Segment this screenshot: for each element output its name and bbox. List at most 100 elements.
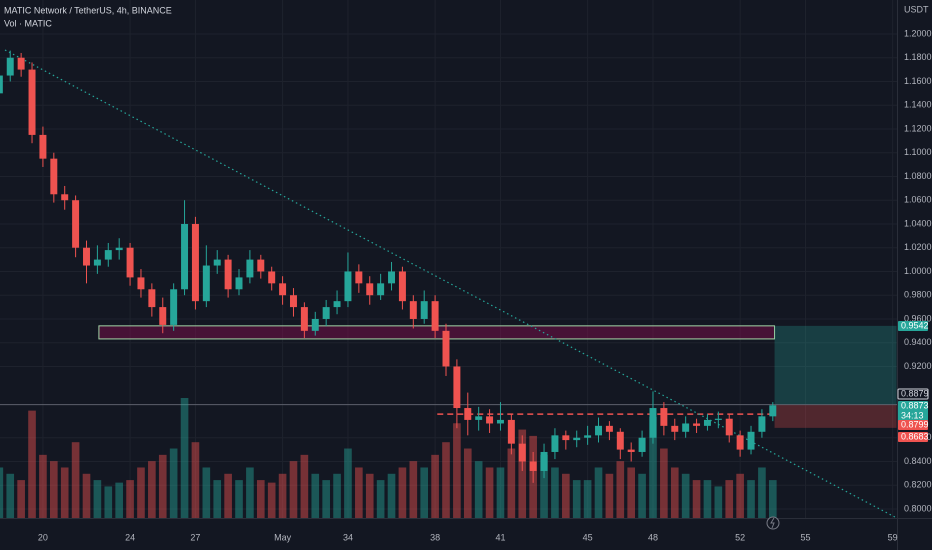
candle-body [584,435,592,438]
candle-body [289,295,297,308]
price-label-box [898,420,928,430]
volume-bar [463,448,472,518]
y-tick-label: 0.8200 [904,480,932,490]
candle-body [616,431,624,450]
volume-bar [453,423,461,518]
candle-body [649,408,657,438]
y-tick-label: 0.9200 [904,361,932,371]
volume-bar [692,480,701,518]
volume-legend: Vol · MATIC [4,18,52,28]
price-label-box [897,388,929,400]
volume-bar [474,461,483,518]
volume-bar [311,473,320,518]
volume-bar [736,473,744,518]
volume-bar [104,486,113,518]
candle-body [0,75,3,94]
y-tick-label: 0.9600 [904,313,932,323]
y-tick-label: 1.1000 [904,147,932,157]
volume-bar [670,467,679,518]
x-tick-label: 59 [888,532,898,542]
volume-bar [235,480,243,518]
volume-bar [115,482,123,518]
candle-body [83,247,90,266]
candle-body [736,435,744,450]
candle-body [279,283,287,296]
volume-bar [39,454,47,518]
volume-bar [594,467,603,518]
candle-body [660,408,668,426]
volume-bar [256,480,265,518]
price-label: 0.8873 [901,400,929,410]
candle-body [682,423,690,432]
x-tick-label: May [274,532,292,542]
y-tick-label: 1.1800 [904,52,932,62]
candle-body [388,271,396,284]
candle-body [725,418,733,436]
candle-body [627,449,635,452]
plot [0,49,897,519]
volume-bar [333,473,341,518]
candle-body [507,419,515,444]
volume-bar [17,480,25,518]
volume-bar [496,467,505,518]
candle-body [72,200,80,248]
volume-bar [507,448,516,518]
candle-body [562,435,570,441]
x-tick-label: 34 [343,532,353,542]
volume-bar [714,486,723,518]
y-tick-label: 0.8400 [904,456,932,466]
y-tick-label: 1.0400 [904,218,932,228]
y-tick-label: 1.1200 [904,123,932,133]
volume-bar [758,467,766,518]
y-tick-label: 1.0000 [904,266,932,276]
volume-bar [137,467,145,518]
volume-bar [180,398,189,518]
x-tick-label: 52 [735,532,745,542]
x-tick-label: 24 [125,532,135,542]
volume-bar [50,461,58,518]
volume-bar [213,480,222,518]
candle-body [714,418,722,420]
volume-bar [562,473,570,518]
target-area [774,325,897,405]
x-tick-label: 27 [190,532,200,542]
candle-body [442,330,450,367]
candle-body [257,259,265,272]
candle-body [137,277,145,290]
y-tick-label: 0.8000 [904,503,932,513]
volume-bar [60,467,69,518]
volume-bar [376,480,385,518]
volume-bar [551,467,559,518]
candle-body [224,259,232,290]
volume-bar [148,461,156,518]
candle-body [475,416,483,420]
volume-bar [202,467,211,518]
candle-body [17,57,25,70]
volume-bar [398,467,407,518]
candle-body [431,301,439,331]
candle-body [159,307,167,325]
volume-bar [431,454,439,518]
price-label: 0.8799 [901,419,929,429]
volume-bar [71,442,80,518]
stop-area [774,404,897,428]
y-axis-label: USDT [904,4,929,14]
y-tick-label: 1.1600 [904,76,932,86]
volume-bar [442,442,450,518]
volume-bar [572,480,581,518]
volume-bar [420,467,429,518]
volume-bar [267,482,276,518]
volume-bar [409,461,418,518]
replay-icon-bolt [770,517,775,529]
candle-body [61,194,69,201]
candle-body [191,223,199,302]
volume-bar [158,454,167,518]
x-tick-label: 41 [495,532,505,542]
volume-bar [605,473,614,518]
volume-bar [540,454,548,518]
price-label: 0.8879 [901,388,929,398]
candle-body [50,158,58,195]
candle-body [398,271,406,302]
candle-body [595,425,602,436]
chart-title: MATIC Network / TetherUS, 4h, BINANCE [4,5,172,15]
